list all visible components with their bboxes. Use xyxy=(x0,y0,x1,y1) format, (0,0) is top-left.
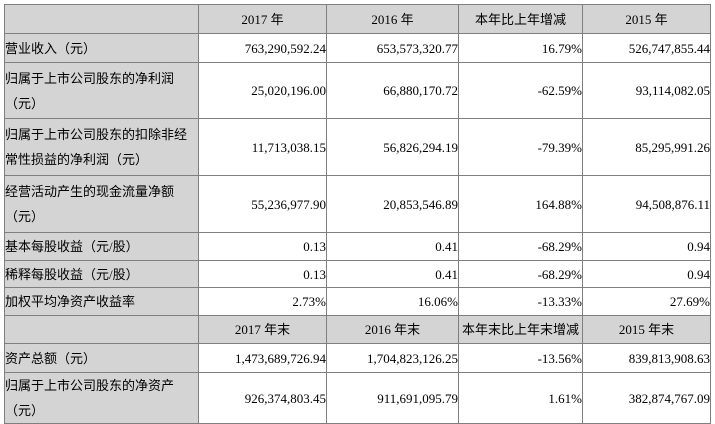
header-cell-2016: 2016 年 xyxy=(326,4,459,34)
row-label: 归属于上市公司股东的净利润（元） xyxy=(4,62,199,119)
financial-summary-table-container: 2017 年 2016 年 本年比上年增减 2015 年 营业收入（元） 763… xyxy=(4,4,711,424)
header-row-annual: 2017 年 2016 年 本年比上年增减 2015 年 xyxy=(4,4,711,34)
value-cell: 526,747,855.44 xyxy=(582,33,711,63)
table-row-total-assets: 资产总额（元） 1,473,689,726.94 1,704,823,126.2… xyxy=(4,343,711,373)
value-cell: 25,020,196.00 xyxy=(198,62,327,119)
header-corner-cell xyxy=(4,4,199,34)
header-cell-2015: 2015 年 xyxy=(582,4,711,34)
value-cell: 16.06% xyxy=(326,287,459,316)
value-cell: 55,236,977.90 xyxy=(198,175,327,233)
header-row-year-end: 2017 年末 2016 年末 本年末比上年末增减 2015 年末 xyxy=(4,315,711,344)
table-row-weighted-avg-roe: 加权平均净资产收益率 2.73% 16.06% -13.33% 27.69% xyxy=(4,287,711,316)
value-cell: 926,374,803.45 xyxy=(198,372,327,424)
value-cell: 382,874,767.09 xyxy=(582,372,711,424)
value-cell: 11,713,038.15 xyxy=(198,118,327,176)
value-cell: 763,290,592.24 xyxy=(198,33,327,63)
value-cell: 911,691,095.79 xyxy=(326,372,459,424)
row-label: 归属于上市公司股东的净资产（元） xyxy=(4,372,199,424)
value-cell: 1,704,823,126.25 xyxy=(326,343,459,373)
value-cell: 16.79% xyxy=(458,33,583,63)
value-cell: -79.39% xyxy=(458,118,583,176)
row-label: 稀释每股收益（元/股） xyxy=(4,260,199,288)
value-cell: 66,880,170.72 xyxy=(326,62,459,119)
value-cell: -68.29% xyxy=(458,260,583,288)
header-cell-yoy-change: 本年比上年增减 xyxy=(458,4,583,34)
value-cell: 0.94 xyxy=(582,232,711,261)
value-cell: 27.69% xyxy=(582,287,711,316)
row-label: 加权平均净资产收益率 xyxy=(4,287,199,316)
value-cell: 56,826,294.19 xyxy=(326,118,459,176)
row-label: 经营活动产生的现金流量净额（元） xyxy=(4,175,199,233)
value-cell: 20,853,546.89 xyxy=(326,175,459,233)
value-cell: 839,813,908.63 xyxy=(582,343,711,373)
value-cell: -68.29% xyxy=(458,232,583,261)
table-row-revenue: 营业收入（元） 763,290,592.24 653,573,320.77 16… xyxy=(4,33,711,63)
value-cell: -13.56% xyxy=(458,343,583,373)
header-cell-2015-end: 2015 年末 xyxy=(582,315,711,344)
table-row-net-assets: 归属于上市公司股东的净资产（元） 926,374,803.45 911,691,… xyxy=(4,372,711,424)
value-cell: 0.41 xyxy=(326,260,459,288)
value-cell: -13.33% xyxy=(458,287,583,316)
row-label: 基本每股收益（元/股） xyxy=(4,232,199,261)
value-cell: -62.59% xyxy=(458,62,583,119)
table-row-operating-cash-flow: 经营活动产生的现金流量净额（元） 55,236,977.90 20,853,54… xyxy=(4,175,711,233)
header-cell-yoy-end-change: 本年末比上年末增减 xyxy=(458,315,583,344)
value-cell: 0.94 xyxy=(582,260,711,288)
table-row-diluted-eps: 稀释每股收益（元/股） 0.13 0.41 -68.29% 0.94 xyxy=(4,260,711,288)
value-cell: 0.13 xyxy=(198,232,327,261)
value-cell: 653,573,320.77 xyxy=(326,33,459,63)
value-cell: 1.61% xyxy=(458,372,583,424)
value-cell: 94,508,876.11 xyxy=(582,175,711,233)
value-cell: 0.41 xyxy=(326,232,459,261)
table-row-basic-eps: 基本每股收益（元/股） 0.13 0.41 -68.29% 0.94 xyxy=(4,232,711,261)
value-cell: 0.13 xyxy=(198,260,327,288)
header-cell-2017: 2017 年 xyxy=(198,4,327,34)
row-label: 资产总额（元） xyxy=(4,343,199,373)
header-cell-2016-end: 2016 年末 xyxy=(326,315,459,344)
value-cell: 164.88% xyxy=(458,175,583,233)
row-label: 归属于上市公司股东的扣除非经常性损益的净利润（元） xyxy=(4,118,199,176)
header-corner-cell xyxy=(4,315,199,344)
financial-summary-table: 2017 年 2016 年 本年比上年增减 2015 年 营业收入（元） 763… xyxy=(4,4,711,424)
value-cell: 85,295,991.26 xyxy=(582,118,711,176)
table-row-net-profit-excl-nonrecurring: 归属于上市公司股东的扣除非经常性损益的净利润（元） 11,713,038.15 … xyxy=(4,118,711,176)
value-cell: 93,114,082.05 xyxy=(582,62,711,119)
value-cell: 2.73% xyxy=(198,287,327,316)
header-cell-2017-end: 2017 年末 xyxy=(198,315,327,344)
row-label: 营业收入（元） xyxy=(4,33,199,63)
value-cell: 1,473,689,726.94 xyxy=(198,343,327,373)
table-row-net-profit: 归属于上市公司股东的净利润（元） 25,020,196.00 66,880,17… xyxy=(4,62,711,119)
